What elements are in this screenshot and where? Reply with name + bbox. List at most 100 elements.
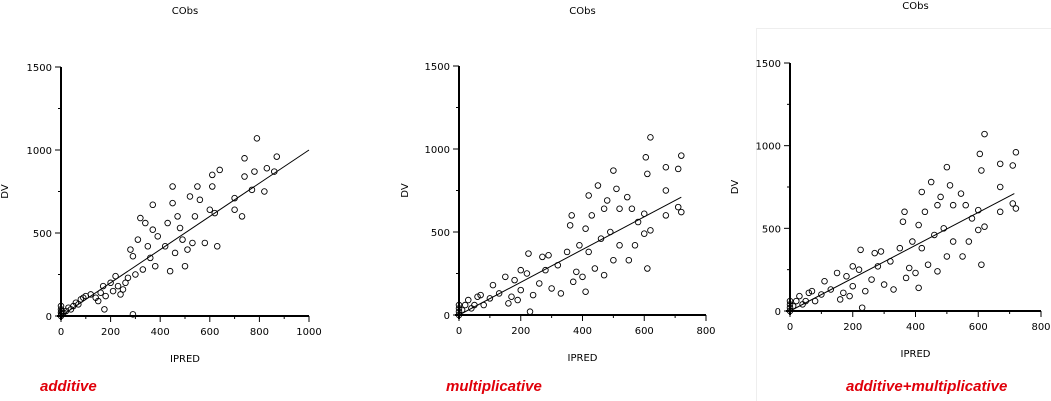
data-point: [857, 246, 864, 254]
data-point: [996, 160, 1004, 168]
data-point: [573, 268, 580, 276]
data-point: [943, 163, 951, 171]
data-point: [582, 288, 589, 296]
data-point: [940, 225, 947, 232]
data-point: [674, 203, 682, 211]
y-axis-label: DV: [730, 180, 741, 195]
data-point: [631, 242, 639, 249]
data-point: [905, 264, 913, 272]
data-point: [833, 269, 841, 277]
data-point: [793, 297, 800, 305]
data-point: [890, 286, 897, 293]
y-tick-label: 1500: [756, 59, 781, 70]
data-point: [139, 266, 147, 273]
data-point: [209, 171, 216, 179]
data-point: [808, 287, 816, 295]
data-point: [201, 239, 209, 247]
data-point: [502, 273, 509, 281]
data-point: [568, 212, 575, 219]
data-point: [594, 182, 602, 189]
data-point: [918, 244, 926, 252]
chart-1: CObs IPRED DV 0 500 1000 1500 0 200 400 600 800 1000: [0, 6, 322, 365]
data-point: [1012, 205, 1020, 212]
data-point: [678, 208, 685, 216]
data-point: [644, 170, 651, 178]
x-tick-label: 400: [573, 326, 592, 337]
data-point: [455, 311, 463, 319]
data-point: [868, 276, 875, 283]
caption-multiplicative: multiplicative: [446, 378, 542, 395]
data-point: [805, 289, 813, 297]
data-point: [545, 251, 552, 259]
data-point: [253, 135, 261, 142]
data-point: [949, 201, 957, 209]
y-tick-label: 500: [33, 229, 52, 240]
data-point: [909, 238, 916, 245]
data-point: [174, 213, 181, 220]
y-tick-label: 0: [46, 312, 52, 323]
data-point: [674, 165, 682, 173]
data-point: [603, 197, 611, 204]
data-point: [186, 193, 194, 200]
chart-title: CObs: [172, 6, 198, 17]
data-point: [957, 190, 965, 197]
data-point: [102, 292, 109, 300]
y-tick-label: 1500: [27, 63, 52, 74]
y-tick-label: 0: [444, 311, 450, 322]
data-point: [579, 273, 586, 281]
data-point: [495, 290, 503, 297]
data-point: [996, 183, 1004, 191]
data-point: [517, 286, 525, 294]
data-point: [644, 265, 651, 272]
x-tick-label: 400: [151, 327, 170, 338]
data-point: [981, 130, 988, 138]
data-point: [642, 154, 650, 161]
data-point: [241, 155, 248, 162]
data-point: [662, 212, 670, 219]
data-point: [628, 205, 636, 213]
data-point: [137, 214, 144, 222]
data-point: [213, 243, 221, 250]
data-point: [931, 231, 938, 239]
data-point: [241, 173, 248, 180]
data-point: [915, 221, 922, 229]
data-point: [176, 224, 184, 232]
x-tick-label: 1000: [296, 327, 321, 338]
x-tick-label: 600: [969, 322, 988, 333]
data-point: [114, 282, 122, 290]
data-point: [548, 285, 555, 292]
data-point: [918, 188, 926, 196]
data-point: [610, 256, 617, 264]
data-point: [624, 193, 631, 201]
data-point: [840, 289, 847, 297]
data-point: [75, 301, 82, 308]
data-point: [576, 242, 583, 249]
x-tick-label: 400: [906, 322, 925, 333]
data-point: [962, 201, 969, 209]
data-point: [978, 167, 985, 174]
data-point: [149, 226, 157, 233]
data-point: [569, 278, 577, 286]
data-point: [251, 168, 258, 175]
data-point: [946, 182, 954, 189]
x-tick-label: 200: [101, 327, 120, 338]
data-point: [206, 206, 214, 214]
data-point: [179, 236, 186, 243]
data-point: [263, 165, 271, 172]
data-point: [915, 284, 922, 292]
data-point: [127, 246, 134, 253]
data-point: [786, 297, 794, 305]
data-point: [209, 183, 216, 190]
x-tick-label: 800: [1031, 322, 1050, 333]
data-point: [588, 212, 596, 219]
data-point: [523, 270, 531, 277]
data-point: [517, 266, 525, 274]
caption-additive: additive: [40, 378, 97, 395]
data-point: [786, 307, 794, 315]
y-tick-label: 500: [762, 224, 781, 235]
data-point: [965, 238, 973, 245]
fit-line: [458, 196, 682, 316]
data-point: [871, 249, 878, 257]
data-point: [585, 248, 592, 256]
data-point: [566, 222, 574, 229]
